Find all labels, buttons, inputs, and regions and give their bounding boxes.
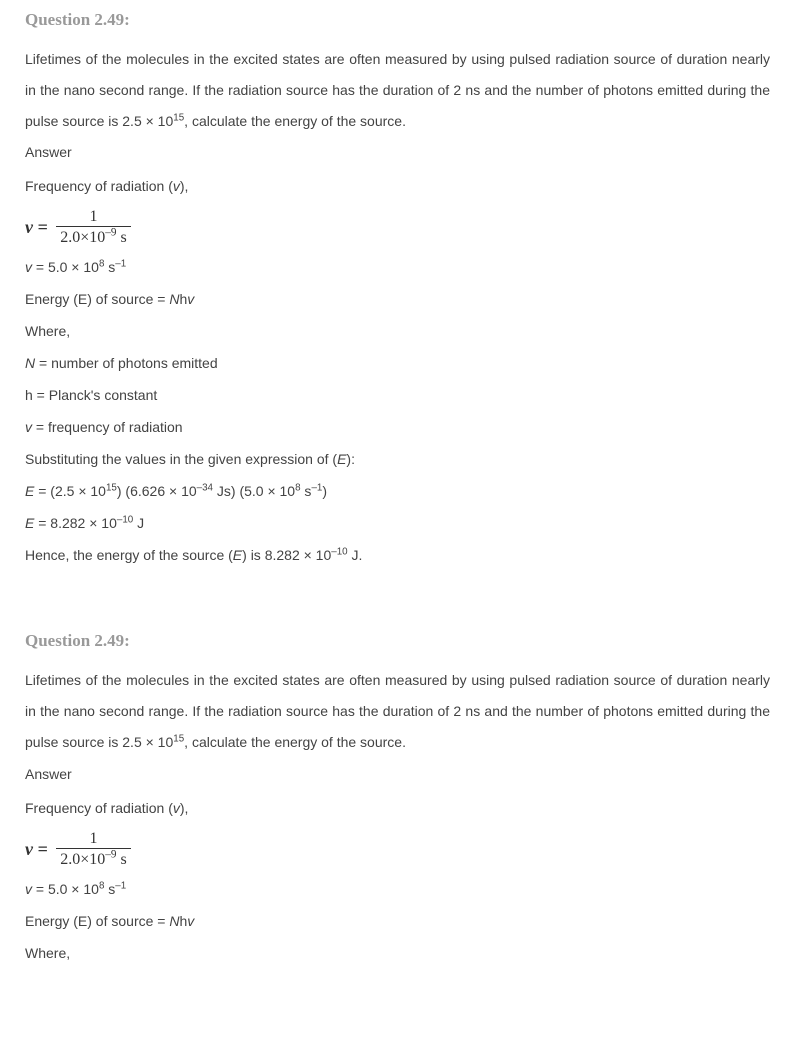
formula-fraction: 1 2.0×10–9 s xyxy=(56,208,130,247)
Ec-e1: 15 xyxy=(106,483,117,494)
formula-den: 2.0×10–9 s xyxy=(56,227,130,247)
v-unit-pre: s xyxy=(104,259,115,275)
Ec-m3: Js) (5.0 × 10 xyxy=(213,483,295,499)
question-block-2: Question 2.49: Lifetimes of the molecule… xyxy=(25,631,770,966)
Er-u: J xyxy=(133,515,144,531)
hence-E: E xyxy=(233,547,242,563)
question-body-tail: , calculate the energy of the source. xyxy=(184,734,406,750)
question-body-sup: 15 xyxy=(173,733,184,744)
hence-exp: –10 xyxy=(331,547,347,558)
v-pre: v xyxy=(25,881,32,897)
substituting-line: Substituting the values in the given exp… xyxy=(25,445,770,473)
Ec-pre: E xyxy=(25,483,34,499)
Ec-e2: –34 xyxy=(197,483,213,494)
formula-den: 2.0×10–9 s xyxy=(56,849,130,869)
es-2: N xyxy=(169,913,179,929)
den-exp: –9 xyxy=(105,848,116,860)
Er-e: –10 xyxy=(117,515,133,526)
hence-3: J. xyxy=(348,547,363,563)
E-calc: E = (2.5 × 1015) (6.626 × 10–34 Js) (5.0… xyxy=(25,477,770,505)
es-1: Energy (E) of source = xyxy=(25,291,169,307)
freq-var: v xyxy=(173,178,180,194)
v-value: v = 5.0 × 108 s–1 xyxy=(25,875,770,903)
v-unit-pre: s xyxy=(104,881,115,897)
freq-pre: Frequency of radiation ( xyxy=(25,178,173,194)
Ec-m1: = (2.5 × 10 xyxy=(34,483,106,499)
where-line: Where, xyxy=(25,939,770,967)
Er-m: = 8.282 × 10 xyxy=(34,515,117,531)
v-val: = 5.0 × 10 xyxy=(32,881,99,897)
hence-line: Hence, the energy of the source (E) is 8… xyxy=(25,541,770,569)
hence-2: ) is 8.282 × 10 xyxy=(242,547,331,563)
question-block-1: Question 2.49: Lifetimes of the molecule… xyxy=(25,10,770,569)
formula-lhs: v = xyxy=(25,839,48,860)
freq-post: ), xyxy=(180,178,189,194)
question-body: Lifetimes of the molecules in the excite… xyxy=(25,665,770,757)
frequency-formula: v = 1 2.0×10–9 s xyxy=(25,830,131,869)
answer-heading: Answer xyxy=(25,144,770,160)
v-pre: v xyxy=(25,259,32,275)
frequency-intro: Frequency of radiation (v), xyxy=(25,794,770,822)
v-val: = 5.0 × 10 xyxy=(32,259,99,275)
frequency-intro: Frequency of radiation (v), xyxy=(25,172,770,200)
es-4: v xyxy=(187,291,194,307)
formula-num: 1 xyxy=(56,208,130,227)
v-desc: = frequency of radiation xyxy=(32,419,183,435)
es-1: Energy (E) of source = xyxy=(25,913,169,929)
N-desc: = number of photons emitted xyxy=(35,355,218,371)
where-line: Where, xyxy=(25,317,770,345)
formula-lhs: v = xyxy=(25,217,48,238)
subst-1: Substituting the values in the given exp… xyxy=(25,451,337,467)
E-result: E = 8.282 × 10–10 J xyxy=(25,509,770,537)
h-line: h = Planck's constant xyxy=(25,381,770,409)
v-unit-exp: –1 xyxy=(115,880,126,891)
question-body-tail: , calculate the energy of the source. xyxy=(184,113,406,129)
den-unit: s xyxy=(116,851,126,868)
question-body: Lifetimes of the molecules in the excite… xyxy=(25,44,770,136)
hence-1: Hence, the energy of the source ( xyxy=(25,547,233,563)
energy-source: Energy (E) of source = Nhv xyxy=(25,907,770,935)
answer-heading: Answer xyxy=(25,766,770,782)
question-heading: Question 2.49: xyxy=(25,631,770,651)
Ec-e4: –1 xyxy=(311,483,322,494)
freq-pre: Frequency of radiation ( xyxy=(25,800,173,816)
den-val: 2.0×10 xyxy=(60,851,105,868)
frequency-formula: v = 1 2.0×10–9 s xyxy=(25,208,131,247)
Er-pre: E xyxy=(25,515,34,531)
v-value: v = 5.0 × 108 s–1 xyxy=(25,253,770,281)
es-2: N xyxy=(169,291,179,307)
den-exp: –9 xyxy=(105,227,116,239)
question-body-sup: 15 xyxy=(173,112,184,123)
v-var: v xyxy=(25,419,32,435)
Ec-m4: s xyxy=(301,483,312,499)
N-line: N = number of photons emitted xyxy=(25,349,770,377)
formula-fraction: 1 2.0×10–9 s xyxy=(56,830,130,869)
formula-num: 1 xyxy=(56,830,130,849)
N-var: N xyxy=(25,355,35,371)
freq-post: ), xyxy=(180,800,189,816)
subst-2: ): xyxy=(346,451,355,467)
freq-var: v xyxy=(173,800,180,816)
den-unit: s xyxy=(116,229,126,246)
question-heading: Question 2.49: xyxy=(25,10,770,30)
v-line: v = frequency of radiation xyxy=(25,413,770,441)
energy-source: Energy (E) of source = Nhv xyxy=(25,285,770,313)
Ec-m2: ) (6.626 × 10 xyxy=(117,483,197,499)
v-unit-exp: –1 xyxy=(115,259,126,270)
Ec-m5: ) xyxy=(322,483,327,499)
den-val: 2.0×10 xyxy=(60,229,105,246)
es-4: v xyxy=(187,913,194,929)
